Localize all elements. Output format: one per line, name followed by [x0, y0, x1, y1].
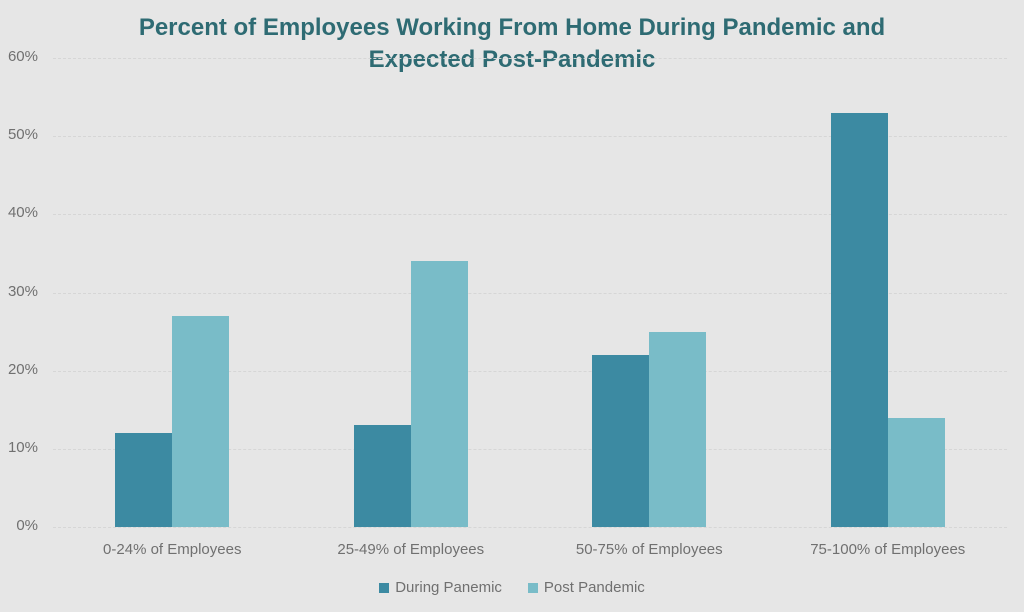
- bar-post-0: [172, 315, 230, 527]
- gridline: [53, 214, 1007, 216]
- x-tick-label: 75-100% of Employees: [810, 541, 966, 558]
- chart-title-line-2: Expected Post-Pandemic: [368, 46, 656, 73]
- legend-swatch-post: [527, 582, 538, 593]
- x-tick-label: 25-49% of Employees: [337, 541, 485, 558]
- chart-title-line-1: Percent of Employees Working From Home D…: [138, 14, 886, 41]
- bar-post-2: [649, 331, 707, 527]
- bar-during-2: [592, 355, 650, 527]
- bar-during-0: [115, 433, 173, 527]
- bar-during-1: [353, 425, 411, 527]
- x-tick-label: 0-24% of Employees: [103, 541, 242, 558]
- bar-during-3: [830, 112, 888, 527]
- gridline: [53, 527, 1007, 528]
- x-tick-label: 50-75% of Employees: [575, 541, 723, 558]
- y-tick-label: 0%: [16, 517, 38, 534]
- y-tick-label: 60%: [7, 48, 38, 65]
- y-tick-label: 20%: [7, 360, 38, 378]
- legend-swatch-during: [379, 582, 390, 593]
- gridline: [53, 58, 1007, 59]
- bar-post-3: [887, 417, 945, 527]
- legend-label-during: During Panemic: [395, 579, 502, 596]
- gridline: [53, 292, 1007, 294]
- gridline: [53, 370, 1007, 372]
- legend-item-during: During Panemic: [379, 579, 502, 596]
- chart-title: Percent of Employees Working From Home D…: [0, 12, 1024, 76]
- bar-post-1: [410, 261, 468, 527]
- y-tick-label: 40%: [7, 204, 38, 222]
- gridline: [53, 136, 1007, 138]
- legend-item-post: Post Pandemic: [527, 579, 645, 596]
- legend-label-post: Post Pandemic: [543, 579, 645, 596]
- y-tick-label: 10%: [7, 438, 38, 456]
- legend: During Panemic Post Pandemic: [0, 579, 1024, 596]
- gridline: [53, 448, 1007, 450]
- y-tick-label: 30%: [7, 282, 38, 300]
- y-tick-label: 50%: [7, 126, 38, 144]
- plot-area: [53, 58, 1007, 528]
